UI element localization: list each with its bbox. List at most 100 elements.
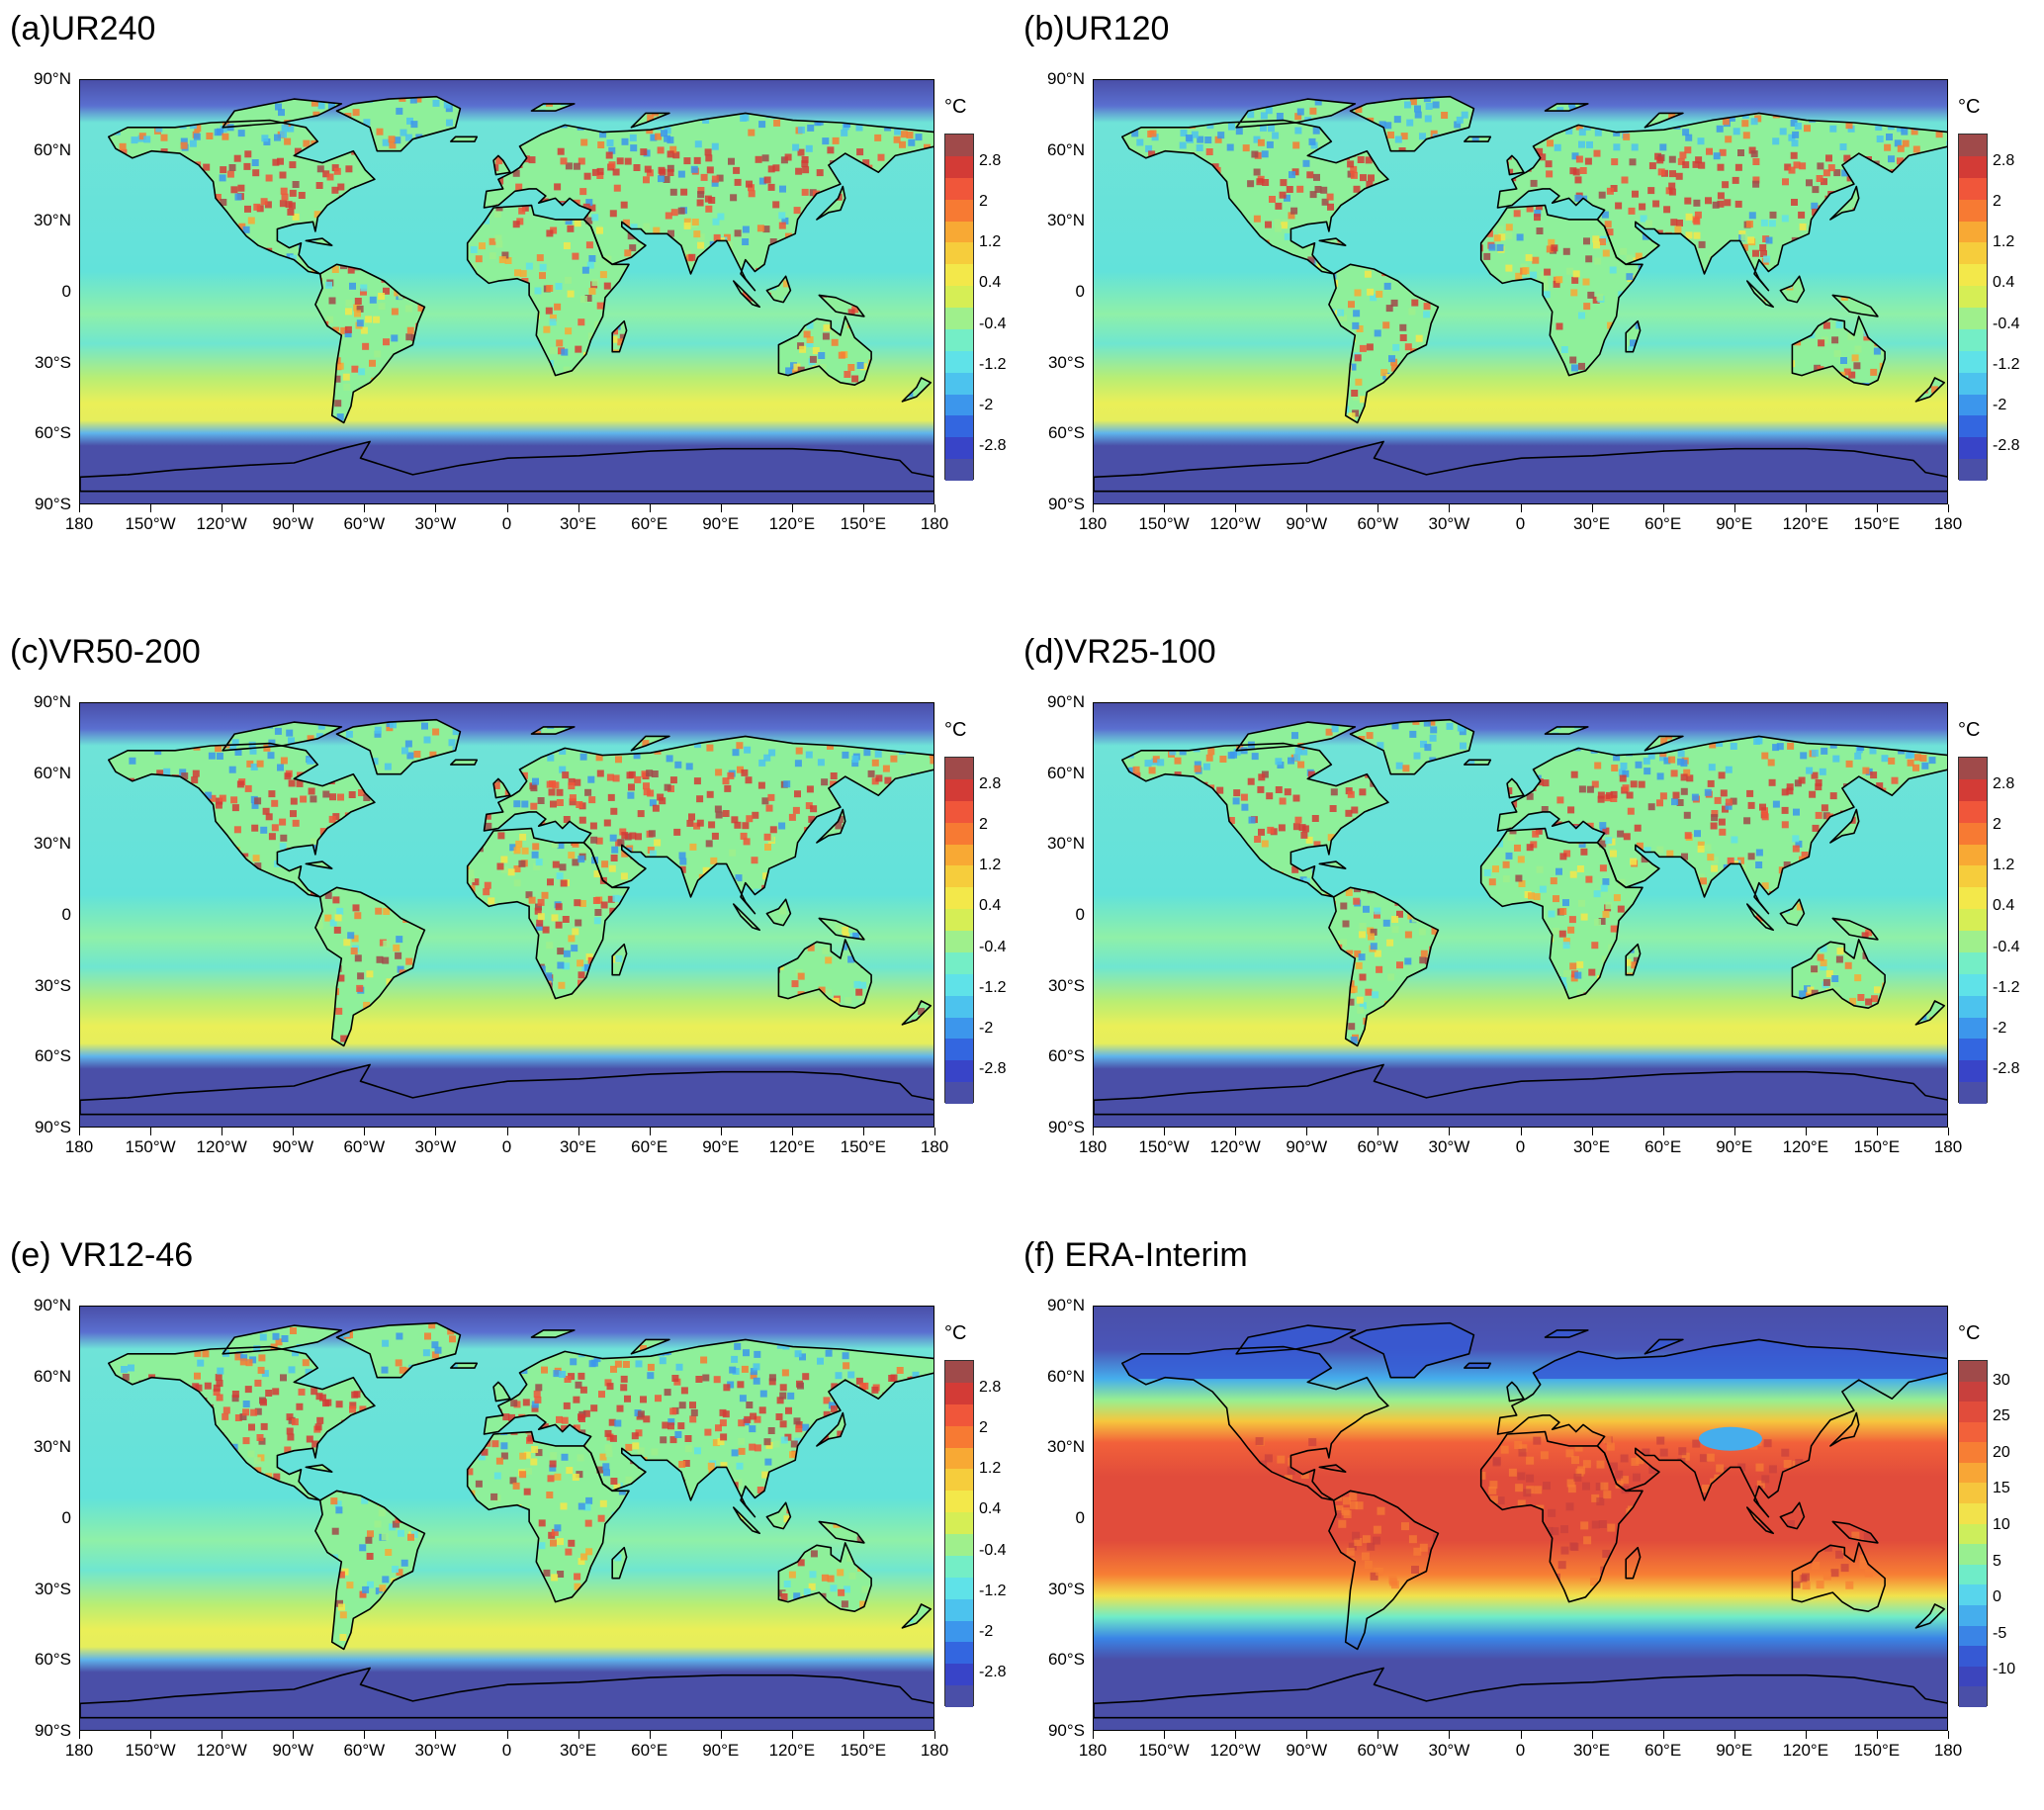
lon-tick: [435, 504, 436, 512]
lon-tick: [1377, 1128, 1378, 1135]
colorbar-label: 15: [1993, 1480, 2010, 1497]
lon-tick: [1306, 504, 1307, 512]
lon-tick-label: 30°W: [415, 1137, 457, 1157]
colorbar-label: -0.4: [979, 939, 1007, 956]
colorbar-label: -0.4: [1993, 316, 2020, 333]
map-area: [79, 1306, 934, 1731]
lon-tick-label: 90°W: [1286, 1137, 1327, 1157]
lon-tick: [934, 504, 935, 512]
colorbar-label: -10: [1993, 1661, 2015, 1678]
colorbar-segment: [945, 329, 973, 351]
colorbar-segment: [1959, 1382, 1987, 1403]
colorbar-segment: [945, 779, 973, 801]
colorbar-segment: [1959, 1082, 1987, 1104]
lon-tick: [934, 1128, 935, 1135]
lon-tick-label: 30°E: [1573, 1741, 1610, 1761]
lon-tick: [1948, 1128, 1949, 1135]
lon-tick: [1877, 1731, 1878, 1739]
panel-title: (a)UR240: [10, 10, 155, 48]
lon-tick-label: 90°E: [1716, 1741, 1752, 1761]
lon-tick-label: 90°E: [702, 1137, 739, 1157]
colorbar-segment: [945, 1556, 973, 1578]
colorbar-segment: [1959, 952, 1987, 974]
lon-tick-label: 30°W: [415, 1741, 457, 1761]
lon-tick: [435, 1731, 436, 1739]
colorbar-segment: [945, 459, 973, 481]
lon-tick: [721, 504, 722, 512]
colorbar-segment: [1959, 1483, 1987, 1503]
map-svg: [80, 80, 934, 504]
lon-tick: [1877, 504, 1878, 512]
lon-tick-label: 30°W: [1429, 1741, 1470, 1761]
lon-tick-label: 0: [1516, 1741, 1525, 1761]
lon-tick-label: 150°W: [125, 1137, 175, 1157]
lat-tick-label: 90°N: [34, 69, 71, 89]
lon-tick: [650, 1128, 651, 1135]
lon-tick-label: 120°E: [769, 1741, 816, 1761]
colorbar-label: 2: [979, 193, 988, 211]
colorbar-segment: [945, 351, 973, 373]
lat-tick-label: 60°N: [34, 764, 71, 783]
map-area: [1093, 79, 1948, 504]
lat-tick-label: 30°S: [1048, 1580, 1085, 1599]
colorbar-label: 0: [1993, 1588, 2001, 1606]
lon-tick-label: 0: [1516, 1137, 1525, 1157]
colorbar-segment: [1959, 931, 1987, 952]
map-area: [1093, 1306, 1948, 1731]
colorbar-label: 2.8: [979, 1379, 1001, 1397]
colorbar-label: 2.8: [1993, 775, 2014, 793]
colorbar-label: -0.4: [979, 1542, 1007, 1560]
lat-tick-label: 60°S: [35, 1650, 71, 1670]
colorbar-unit: °C: [1958, 1322, 1980, 1345]
colorbar-segment: [945, 909, 973, 931]
lon-tick: [792, 1128, 793, 1135]
lon-tick-label: 150°E: [841, 1137, 887, 1157]
lon-tick: [150, 504, 151, 512]
lon-tick-label: 60°E: [631, 1137, 667, 1157]
colorbar-segment: [1959, 845, 1987, 866]
colorbar-label: 2: [979, 816, 988, 834]
colorbar-segment: [945, 1448, 973, 1470]
lat-tick-label: 90°S: [35, 495, 71, 514]
lat-tick-label: 30°N: [34, 1437, 71, 1457]
lat-tick-label: 60°S: [1048, 1650, 1085, 1670]
lon-tick-label: 60°W: [1357, 514, 1398, 534]
colorbar-segment: [1959, 156, 1987, 178]
lon-tick-label: 60°W: [343, 1137, 385, 1157]
lon-tick-label: 90°W: [272, 514, 313, 534]
lat-tick-label: 90°N: [1047, 1296, 1085, 1315]
lon-tick-label: 0: [502, 1137, 511, 1157]
colorbar-label: -2.8: [1993, 1060, 2020, 1078]
lon-tick: [1734, 1731, 1735, 1739]
colorbar-segment: [1959, 395, 1987, 416]
lat-tick-label: 30°S: [35, 1580, 71, 1599]
lon-tick-label: 120°W: [197, 1137, 247, 1157]
colorbar-label: -2: [1993, 1020, 2006, 1038]
colorbar-segment: [945, 395, 973, 416]
lon-tick: [1093, 504, 1094, 512]
lon-tick-label: 0: [502, 1741, 511, 1761]
colorbar-segment: [945, 865, 973, 887]
colorbar-segment: [1959, 801, 1987, 823]
lon-tick: [650, 1731, 651, 1739]
lon-tick: [1734, 1128, 1735, 1135]
lat-tick-label: 60°S: [35, 423, 71, 443]
lon-tick: [150, 1731, 151, 1739]
colorbar-segment: [1959, 415, 1987, 437]
colorbar-segment: [945, 887, 973, 909]
colorbar-segment: [1959, 887, 1987, 909]
lon-tick-label: 90°E: [702, 1741, 739, 1761]
colorbar-label: -0.4: [1993, 939, 2020, 956]
lon-tick: [1948, 504, 1949, 512]
lat-tick-label: 60°N: [34, 1367, 71, 1387]
lon-tick: [79, 1128, 80, 1135]
lon-tick: [435, 1128, 436, 1135]
lat-tick-label: 90°S: [35, 1721, 71, 1741]
lat-tick-label: 0: [62, 282, 71, 302]
lon-tick-label: 180: [65, 1137, 93, 1157]
lon-tick: [1521, 504, 1522, 512]
